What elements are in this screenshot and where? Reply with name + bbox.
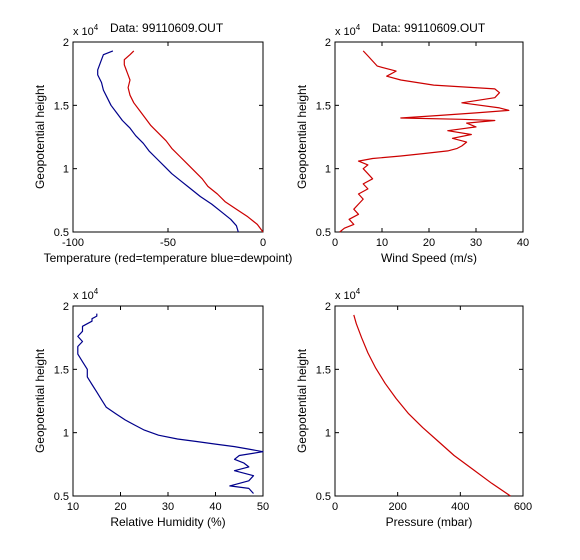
series-line-1 — [77, 313, 264, 494]
series-line-1 — [339, 50, 510, 233]
x-tick-label: 20 — [423, 237, 435, 249]
x-axis-label: Pressure (mbar) — [386, 515, 473, 529]
x-tick-label: 0 — [332, 501, 338, 513]
x-tick-label: 0 — [260, 237, 266, 249]
x-tick-label: 50 — [257, 501, 269, 513]
series-line-1 — [123, 50, 264, 233]
y-exponent-base: x 10 — [73, 290, 94, 302]
y-tick-label: 1.5 — [54, 100, 69, 112]
y-tick-label: 2 — [325, 37, 331, 49]
series-line-1 — [353, 314, 511, 497]
y-axis-label: Geopotential height — [33, 84, 47, 189]
y-tick-label: 1.5 — [316, 100, 331, 112]
y-axis-label: Geopotential height — [295, 348, 309, 453]
y-tick-label: 1 — [63, 428, 69, 440]
x-tick-label: 40 — [209, 501, 221, 513]
y-exponent-base: x 10 — [73, 26, 94, 38]
y-tick-label: 1 — [63, 164, 69, 176]
subplot-title: Data: 99110609.OUT — [110, 21, 224, 35]
x-tick-label: 20 — [114, 501, 126, 513]
y-tick-label: 0.5 — [54, 227, 69, 239]
y-tick-label: 1.5 — [54, 364, 69, 376]
y-axis-label: Geopotential height — [33, 348, 47, 453]
y-tick-label: 0.5 — [316, 491, 331, 503]
subplot-2: 0 10 20 30 40 0.5 1 1.5 2 x 104 Data: 99110609.OUT… — [295, 21, 529, 265]
y-exponent-power: 4 — [356, 23, 361, 32]
y-tick-label: 0.5 — [316, 227, 331, 239]
x-axis-label: Temperature (red=temperature blue=dewpoi… — [44, 251, 293, 265]
y-tick-label: 1.5 — [316, 364, 331, 376]
x-tick-label: 600 — [514, 501, 532, 513]
x-tick-label: -100 — [62, 237, 84, 249]
x-tick-label: 10 — [67, 501, 79, 513]
y-tick-label: 2 — [63, 301, 69, 313]
y-tick-label: 1 — [325, 428, 331, 440]
y-exponent-label: x 104 — [73, 287, 99, 302]
plot-area — [72, 41, 264, 233]
plot-area — [334, 41, 524, 233]
y-exponent-label: x 104 — [73, 23, 99, 38]
subplot-1: -100 -50 0 0.5 1 1.5 2 x 104 Data: 99110609.OUT T… — [33, 21, 292, 265]
y-axis-label: Geopotential height — [295, 84, 309, 189]
plot-area — [334, 305, 524, 497]
x-tick-label: 30 — [162, 501, 174, 513]
y-tick-label: 0.5 — [54, 491, 69, 503]
x-axis-label: Wind Speed (m/s) — [381, 251, 477, 265]
subplot-title: Data: 99110609.OUT — [372, 21, 486, 35]
y-exponent-base: x 10 — [335, 290, 356, 302]
y-exponent-power: 4 — [94, 23, 99, 32]
y-exponent-label: x 104 — [335, 23, 361, 38]
subplot-3: 10 20 30 40 50 0.5 1 1.5 2 x 104 Relative Humidity… — [33, 287, 269, 529]
series-line-2 — [97, 50, 239, 233]
x-tick-label: -50 — [160, 237, 176, 249]
plot-area — [72, 305, 264, 497]
y-tick-label: 2 — [325, 301, 331, 313]
y-exponent-power: 4 — [94, 287, 99, 296]
y-exponent-base: x 10 — [335, 26, 356, 38]
x-axis-label: Relative Humidity (%) — [110, 515, 225, 529]
y-exponent-label: x 104 — [335, 287, 361, 302]
subplot-4: 0 200 400 600 0.5 1 1.5 2 x 104 Pressure (mbar) Ge… — [295, 287, 532, 529]
x-tick-label: 200 — [388, 501, 406, 513]
x-tick-label: 40 — [517, 237, 529, 249]
y-tick-label: 1 — [325, 164, 331, 176]
y-tick-label: 2 — [63, 37, 69, 49]
x-tick-label: 0 — [332, 237, 338, 249]
x-tick-label: 30 — [470, 237, 482, 249]
x-tick-label: 10 — [376, 237, 388, 249]
y-exponent-power: 4 — [356, 287, 361, 296]
x-tick-label: 400 — [451, 501, 469, 513]
